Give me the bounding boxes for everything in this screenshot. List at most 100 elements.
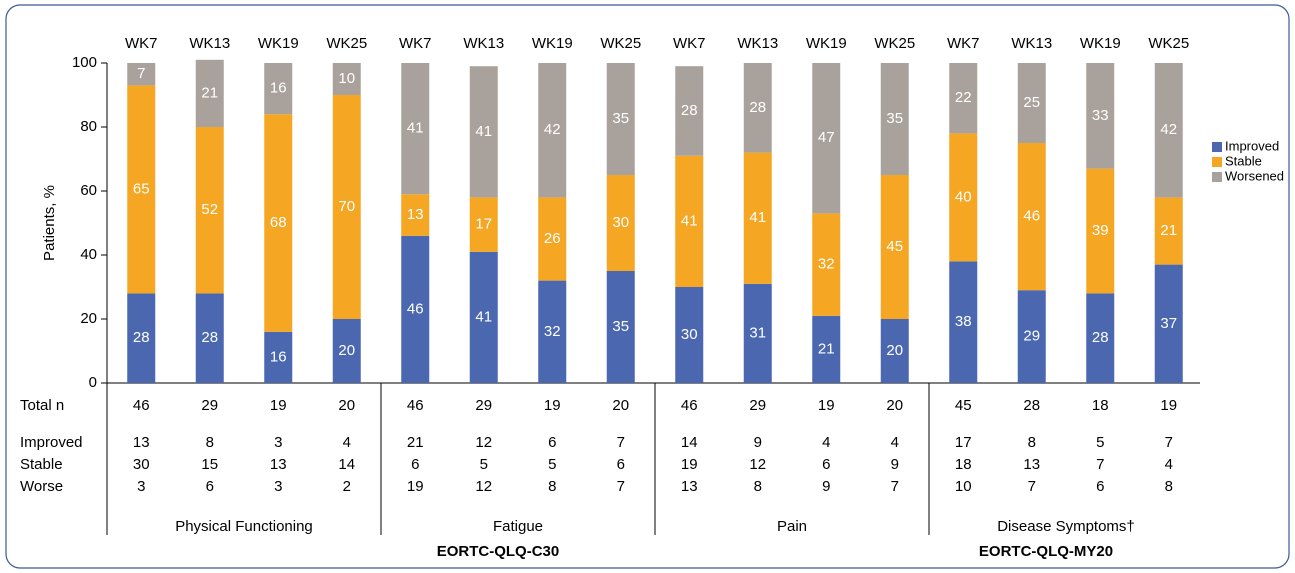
data-label: 37: [1160, 315, 1177, 332]
table-cell: 29: [475, 397, 492, 414]
data-label: 38: [955, 313, 972, 330]
table-cell: 18: [955, 456, 972, 473]
bar-segment: [1017, 290, 1046, 383]
bar-segment: [401, 63, 430, 195]
table-cell: 3: [137, 478, 145, 495]
table-cell: 3: [274, 478, 282, 495]
data-label: 28: [133, 329, 150, 346]
bar-segment: [195, 293, 224, 383]
bar-segment: [469, 66, 498, 198]
data-label: 42: [1160, 121, 1177, 138]
data-label: 39: [1092, 222, 1109, 239]
table-cell: 13: [681, 478, 698, 495]
data-label: 20: [338, 342, 355, 359]
data-label: 7: [137, 65, 145, 82]
table-cell: 29: [201, 397, 218, 414]
table-cell: 8: [1165, 478, 1173, 495]
table-cell: 7: [1165, 434, 1173, 451]
table-cell: 9: [891, 456, 899, 473]
table-cell: 5: [480, 456, 488, 473]
data-label: 20: [886, 342, 903, 359]
x-tick-label: WK7: [947, 35, 980, 52]
x-tick-label: WK25: [874, 35, 915, 52]
table-cell: 28: [1023, 397, 1040, 414]
bar-segment: [949, 133, 978, 262]
data-label: 70: [338, 198, 355, 215]
table-cell: 7: [891, 478, 899, 495]
table-row-label: Total n: [20, 397, 64, 414]
table-cell: 5: [1096, 434, 1104, 451]
table-cell: 4: [822, 434, 830, 451]
bar-segment: [332, 95, 361, 319]
bar-segment: [264, 63, 293, 115]
data-label: 35: [886, 110, 903, 127]
table-cell: 13: [270, 456, 287, 473]
y-axis-label: Patients, %: [41, 185, 58, 261]
data-label: 31: [749, 324, 766, 341]
legend-swatch: [1212, 157, 1222, 167]
table-cell: 7: [617, 478, 625, 495]
data-label: 30: [681, 326, 698, 343]
data-label: 33: [1092, 107, 1109, 124]
table-cell: 46: [407, 397, 424, 414]
scale-label: EORTC-QLQ-C30: [437, 543, 560, 560]
table-row-label: Stable: [20, 456, 63, 473]
table-cell: 9: [754, 434, 762, 451]
data-label: 41: [407, 120, 424, 137]
bar-segment: [812, 315, 841, 383]
x-tick-label: WK7: [125, 35, 158, 52]
table-cell: 14: [338, 456, 355, 473]
table-cell: 12: [475, 478, 492, 495]
table-cell: 13: [1023, 456, 1040, 473]
group-label: Fatigue: [493, 518, 543, 535]
table-cell: 46: [681, 397, 698, 414]
bar-segment: [1154, 197, 1183, 265]
data-label: 21: [201, 84, 218, 101]
data-label: 10: [338, 70, 355, 87]
bar-segment: [1017, 63, 1046, 143]
x-tick-label: WK7: [673, 35, 706, 52]
table-cell: 7: [1028, 478, 1036, 495]
table-cell: 19: [544, 397, 561, 414]
table-cell: 19: [818, 397, 835, 414]
table-cell: 12: [749, 456, 766, 473]
table-cell: 20: [886, 397, 903, 414]
x-tick-label: WK19: [258, 35, 299, 52]
table-cell: 6: [206, 478, 214, 495]
table-cell: 9: [822, 478, 830, 495]
table-cell: 29: [749, 397, 766, 414]
bar-segment: [675, 66, 704, 156]
bar-segment: [1086, 293, 1115, 383]
y-tick-label: 100: [72, 54, 97, 71]
bar-segment: [195, 59, 224, 127]
table-cell: 6: [617, 456, 625, 473]
data-label: 46: [407, 300, 424, 317]
x-tick-label: WK7: [399, 35, 432, 52]
table-cell: 15: [201, 456, 218, 473]
table-cell: 21: [407, 434, 424, 451]
bar-segment: [1086, 168, 1115, 294]
data-label: 40: [955, 188, 972, 205]
data-label: 29: [1023, 328, 1040, 345]
bar-segment: [880, 63, 909, 175]
x-tick-label: WK25: [326, 35, 367, 52]
bar-segment: [1154, 264, 1183, 383]
table-cell: 46: [133, 397, 150, 414]
bar-segment: [332, 63, 361, 95]
table-cell: 19: [407, 478, 424, 495]
bar-segment: [264, 114, 293, 332]
data-label: 28: [681, 102, 698, 119]
data-label: 52: [201, 201, 218, 218]
data-label: 47: [818, 129, 835, 146]
bar-segment: [332, 319, 361, 383]
data-label: 22: [955, 89, 972, 106]
bar-segment: [606, 175, 635, 271]
data-label: 32: [818, 256, 835, 273]
legend-swatch: [1212, 172, 1222, 182]
bar-segment: [812, 63, 841, 214]
x-tick-label: WK13: [189, 35, 230, 52]
table-cell: 12: [475, 434, 492, 451]
data-label: 42: [544, 121, 561, 138]
x-tick-label: WK25: [1148, 35, 1189, 52]
bar-segment: [675, 155, 704, 287]
